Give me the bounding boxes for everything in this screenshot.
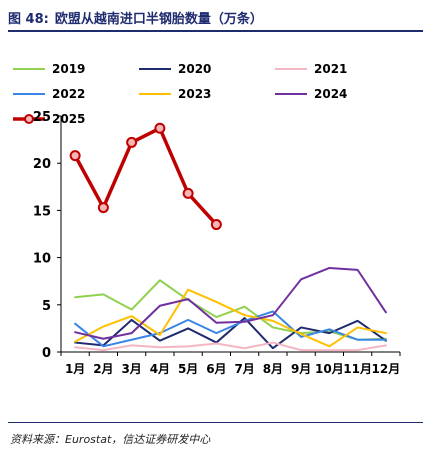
- series-line-2024: [74, 266, 387, 340]
- legend-swatch: [13, 114, 45, 124]
- data-point-2025: [69, 150, 81, 162]
- data-point-2025: [210, 219, 222, 231]
- legend-item-2021: 2021: [274, 60, 347, 78]
- x-tick-label: 2月: [93, 362, 113, 376]
- figure-number: 图 48:: [8, 11, 49, 27]
- legend-swatch: [275, 93, 307, 95]
- legend-item-2023: 2023: [138, 85, 211, 103]
- y-tick-label: 10: [33, 252, 51, 267]
- chart-legend: 2019 2020 2021 2022 2023 2024 2025: [12, 60, 417, 126]
- legend-item-2020: 2020: [138, 60, 211, 78]
- data-point-2025: [154, 122, 166, 134]
- source-note: 资料来源：Eurostat，信达证券研发中心: [10, 433, 211, 446]
- y-tick-label: 20: [33, 157, 51, 172]
- data-point-2025: [97, 202, 109, 214]
- series-line-2019: [74, 279, 387, 341]
- x-tick-label: 3月: [121, 362, 141, 376]
- figure-title: 图 48: 欧盟从越南进口半钢胎数量（万条）: [8, 6, 423, 28]
- data-point-2025: [126, 136, 138, 148]
- x-tick-label: 12月: [372, 362, 401, 376]
- legend-swatch: [275, 68, 307, 70]
- x-tick-label: 9月: [291, 362, 311, 376]
- series-line-2021: [74, 341, 387, 352]
- legend-label: 2019: [52, 62, 86, 76]
- x-tick-label: 10月: [315, 362, 344, 376]
- series-line-2022: [74, 310, 387, 348]
- x-tick-label: 4月: [150, 362, 170, 376]
- legend-item-2019: 2019: [12, 60, 85, 78]
- y-tick-label: 15: [33, 204, 51, 219]
- y-tick-label: 5: [42, 299, 51, 314]
- x-tick-label: 5月: [178, 362, 198, 376]
- legend-swatch: [13, 68, 45, 70]
- x-tick-label: 11月: [343, 362, 372, 376]
- y-tick-label: 0: [42, 346, 51, 361]
- legend-label: 2021: [314, 62, 348, 76]
- legend-swatch: [139, 93, 171, 95]
- x-tick-label: 1月: [65, 362, 85, 376]
- series-line-2023: [74, 288, 387, 348]
- title-divider: [8, 30, 423, 32]
- legend-swatch: [13, 93, 45, 95]
- legend-label: 2020: [178, 62, 212, 76]
- legend-label: 2024: [314, 87, 348, 101]
- legend-item-2024: 2024: [274, 85, 347, 103]
- legend-label: 2023: [178, 87, 212, 101]
- data-point-2025: [182, 187, 194, 199]
- x-tick-label: 6月: [206, 362, 226, 376]
- y-tick-label: 25: [33, 110, 51, 125]
- line-chart: 0 5 10 15 20 25 1月 2月 3月 4月 5月 6月 7月 8月 9月 10月 11月 12月: [33, 110, 401, 376]
- legend-swatch: [139, 68, 171, 70]
- x-tick-label: 8月: [263, 362, 283, 376]
- footer-divider: [8, 422, 423, 423]
- x-tick-label: 7月: [234, 362, 254, 376]
- series-line-2025: [73, 126, 219, 227]
- legend-item-2022: 2022: [12, 85, 85, 103]
- legend-label: 2022: [52, 87, 86, 101]
- figure-title-text: 欧盟从越南进口半钢胎数量（万条）: [54, 11, 263, 27]
